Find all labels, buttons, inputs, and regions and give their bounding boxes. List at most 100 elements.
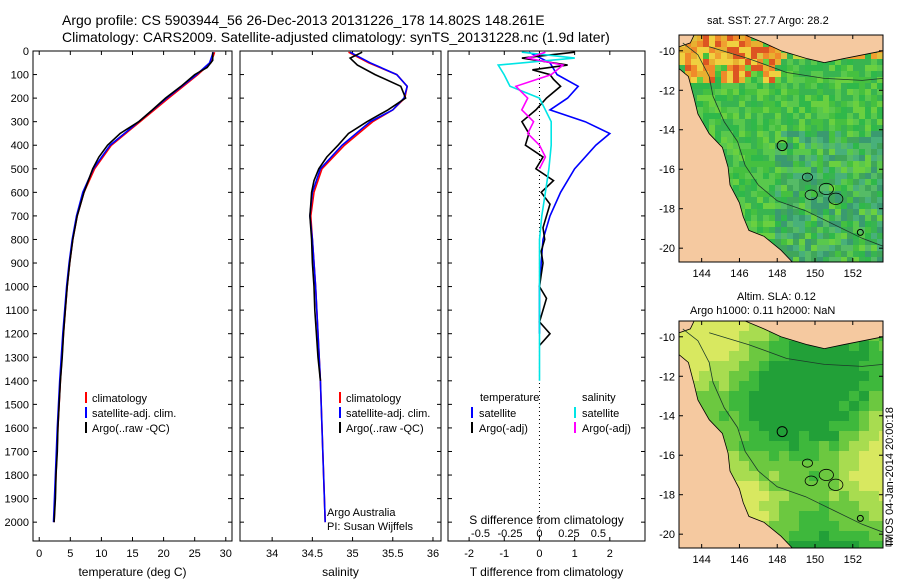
map-cell <box>745 101 751 107</box>
map-cell <box>739 341 749 351</box>
map-cell <box>871 167 877 173</box>
map-cell <box>799 113 805 119</box>
map-cell <box>817 113 823 119</box>
map-cell <box>759 391 769 401</box>
map-cell <box>787 245 793 251</box>
map-cell <box>719 331 729 341</box>
map-cell <box>697 83 703 89</box>
map-land-nw <box>679 35 695 48</box>
map-cell <box>879 511 883 521</box>
map-cell <box>877 83 883 89</box>
map-cell <box>871 233 877 239</box>
map-cell <box>805 143 811 149</box>
map-cell <box>829 471 839 481</box>
map-cell <box>781 209 787 215</box>
map-cell <box>841 197 847 203</box>
map-cell <box>847 173 853 179</box>
map-cell <box>799 191 805 197</box>
map-cell <box>835 197 841 203</box>
map-cell <box>865 227 871 233</box>
map-cell <box>775 131 781 137</box>
map-cell <box>787 131 793 137</box>
map-cell <box>853 179 859 185</box>
map-cell <box>745 77 751 83</box>
map-cell <box>841 173 847 179</box>
map-cell <box>847 59 853 65</box>
depth-tick-label: 300 <box>11 117 29 129</box>
map-cell <box>799 197 805 203</box>
depth-tick-label: 400 <box>11 140 29 152</box>
map-cell <box>817 101 823 107</box>
map-cell <box>739 35 745 41</box>
map-cell <box>819 351 829 361</box>
map-cell <box>733 65 739 71</box>
map-cell <box>689 321 699 331</box>
map-cell <box>699 351 709 361</box>
map-cell <box>769 341 779 351</box>
map-y-tick-label: -14 <box>659 411 675 423</box>
map-cell <box>763 185 769 191</box>
map-cell <box>745 35 751 41</box>
map-cell <box>877 251 883 257</box>
map-cell <box>871 185 877 191</box>
map-cell <box>811 143 817 149</box>
map-cell <box>847 83 853 89</box>
map-cell <box>739 361 749 371</box>
map-cell <box>865 257 871 262</box>
map-cell <box>859 421 869 431</box>
map-cell <box>853 137 859 143</box>
map-cell <box>787 59 793 65</box>
map-cell <box>839 371 849 381</box>
map-cell <box>769 143 775 149</box>
map-cell <box>849 511 859 521</box>
map-cell <box>775 119 781 125</box>
map-cell <box>787 221 793 227</box>
map-cell <box>759 401 769 411</box>
map-cell <box>849 431 859 441</box>
map-cell <box>859 511 869 521</box>
map-cell <box>799 119 805 125</box>
map-cell <box>841 143 847 149</box>
map-cell <box>709 53 715 59</box>
map-cell <box>871 53 877 59</box>
map-cell <box>757 53 763 59</box>
map-cell <box>745 89 751 95</box>
map-cell <box>853 251 859 257</box>
map-cell <box>865 113 871 119</box>
map-cell <box>751 209 757 215</box>
sdiff-x-tick-label: -0.25 <box>497 528 522 540</box>
map-cell <box>781 83 787 89</box>
map-contour <box>709 46 883 81</box>
map-cell <box>799 233 805 239</box>
map-cell <box>877 227 883 233</box>
map-cell <box>789 421 799 431</box>
map-cell <box>841 89 847 95</box>
map-cell <box>739 351 749 361</box>
map-cell <box>829 401 839 411</box>
map-cell <box>763 119 769 125</box>
map-cell <box>781 137 787 143</box>
map-cell <box>805 257 811 262</box>
map-cell <box>841 239 847 245</box>
map-cell <box>781 155 787 161</box>
map-cell <box>769 401 779 411</box>
map-cell <box>823 227 829 233</box>
map-cell <box>757 65 763 71</box>
diff-legend-label: satellite <box>582 408 619 420</box>
map-cell <box>847 257 853 262</box>
map-cell <box>847 89 853 95</box>
map-cell <box>869 511 879 521</box>
map-cell <box>733 185 739 191</box>
map-cell <box>799 179 805 185</box>
map-cell <box>877 137 883 143</box>
map-cell <box>729 341 739 351</box>
map-cell <box>809 441 819 451</box>
map-cell <box>733 53 739 59</box>
map-cell <box>739 107 745 113</box>
map-reef <box>818 468 834 482</box>
map-cell <box>865 53 871 59</box>
map-cell <box>775 167 781 173</box>
map-x-tick-label: 148 <box>768 268 786 280</box>
map-cell <box>709 113 715 119</box>
map-cell <box>779 351 789 361</box>
